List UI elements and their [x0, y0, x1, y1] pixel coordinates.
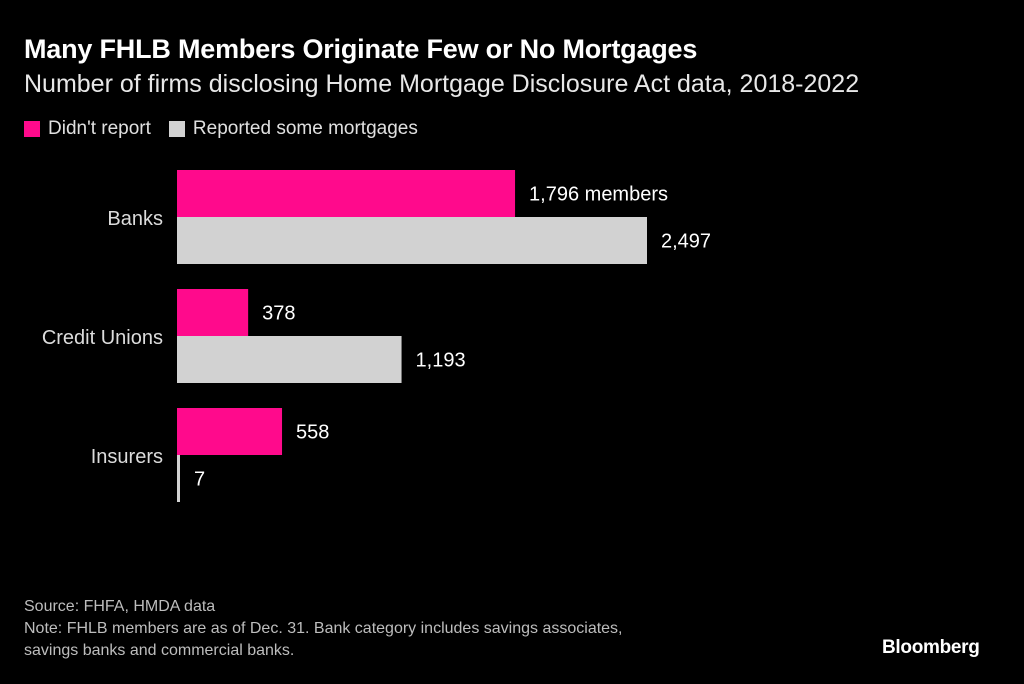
legend-swatch-didnt-report [24, 121, 40, 137]
bar [177, 170, 516, 217]
footer-notes: Source: FHFA, HMDA data Note: FHLB membe… [24, 596, 623, 662]
source-text: Source: FHFA, HMDA data [24, 598, 216, 615]
note-text-line-2: savings banks and commercial banks. [24, 642, 295, 659]
bar [177, 336, 402, 383]
category-label: Banks [107, 208, 163, 230]
data-label: 2,497 [661, 231, 711, 253]
data-label: 1,796 members [529, 184, 668, 206]
data-label: 378 [262, 303, 295, 325]
bar [177, 455, 180, 502]
legend-item-reported: Reported some mortgages [168, 118, 418, 140]
category-label: Insurers [91, 446, 163, 468]
bar [177, 289, 249, 336]
legend: Didn't report Reported some mortgages [24, 118, 436, 140]
bar [177, 408, 283, 455]
data-label: 1,193 [416, 350, 466, 372]
bar-chart: Banks 1,796 members 2,497 Credit Unions 378 1… [42, 170, 711, 502]
legend-label-reported: Reported some mortgages [192, 118, 418, 139]
data-label: 558 [296, 422, 329, 444]
legend-swatch-reported [168, 121, 185, 137]
bar [177, 217, 647, 264]
note-text-line-1: Note: FHLB members are as of Dec. 31. Ba… [24, 620, 623, 637]
bloomberg-logo: Bloomberg [882, 637, 980, 658]
chart-subtitle: Number of firms disclosing Home Mortgage… [24, 70, 860, 98]
data-label: 7 [194, 469, 205, 491]
chart-title: Many FHLB Members Originate Few or No Mo… [24, 34, 698, 64]
legend-item-didnt-report: Didn't report [24, 118, 151, 140]
legend-label-didnt-report: Didn't report [48, 118, 151, 139]
category-label: Credit Unions [42, 327, 163, 349]
